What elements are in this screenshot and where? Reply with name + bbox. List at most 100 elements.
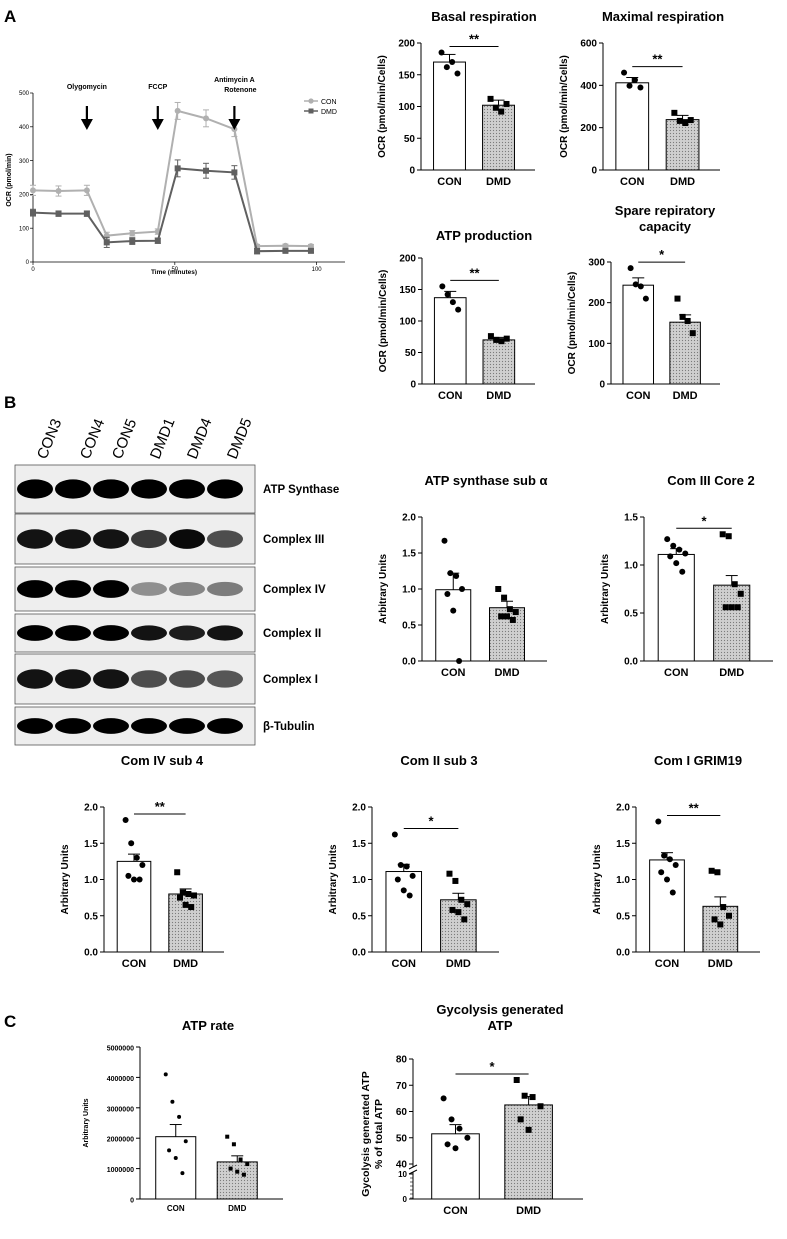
data-point-dmd — [726, 912, 732, 919]
chart-title: Maximal respiration — [602, 9, 724, 24]
ytick-label: 0.5 — [624, 609, 638, 620]
blot-band — [169, 625, 205, 641]
blot-band — [169, 529, 205, 549]
data-point-dmd — [720, 904, 727, 911]
data-point-con — [444, 291, 451, 298]
data-point-dmd — [446, 870, 453, 877]
data-point-con — [438, 49, 445, 56]
blot-band — [169, 670, 205, 688]
significance-label: ** — [469, 32, 480, 47]
data-point-dmd — [503, 335, 510, 342]
blot-row-label: Complex II — [263, 628, 321, 640]
xtick-label-con: CON — [655, 958, 680, 970]
data-point-dmd — [179, 889, 186, 896]
data-point-con — [128, 840, 135, 847]
ytick-label: 100 — [399, 317, 416, 328]
data-point-dmd — [737, 590, 744, 597]
y-axis-label: Arbitrary Units — [600, 554, 611, 624]
data-point-con — [122, 817, 129, 824]
xtick-label-con: CON — [167, 1204, 185, 1213]
blot-band — [55, 718, 91, 734]
ytick-label: 150 — [398, 70, 415, 81]
data-point-dmd — [529, 1094, 536, 1101]
data-point-con — [632, 281, 639, 288]
ytick-label: 0 — [403, 1195, 408, 1204]
xtick-label-dmd: DMD — [516, 1205, 541, 1217]
significance-label: * — [659, 247, 665, 262]
legend-label-dmd: DMD — [321, 109, 337, 116]
data-point-con — [449, 299, 456, 306]
data-point-con — [394, 876, 401, 883]
data-point-dmd — [238, 1157, 243, 1162]
ytick-label: 0 — [130, 1198, 134, 1205]
chart-title: Spare repiratory — [615, 203, 716, 218]
injection-label: Antimycin A — [214, 77, 255, 84]
seahorse-point-dmd — [129, 238, 136, 245]
data-point-dmd — [525, 1126, 532, 1133]
data-point-dmd — [498, 338, 505, 345]
data-point-con — [669, 889, 676, 896]
chart-title: Com I GRIM19 — [654, 753, 742, 768]
bar-chart-com-i-grim19: Com I GRIM19 0.0 0.5 1.0 1.5 2.0 Arbitrary Uni… — [592, 753, 760, 970]
xtick-label-con: CON — [438, 390, 463, 402]
blot-lane-label: CON3 — [34, 416, 65, 461]
data-point-dmd — [241, 1172, 246, 1177]
data-point-con — [456, 1125, 463, 1132]
data-point-con — [133, 854, 140, 861]
ytick-label: 1.5 — [402, 549, 416, 560]
xtick-label-dmd: DMD — [486, 390, 511, 402]
legend-marker-con — [308, 98, 314, 104]
data-point-con — [679, 568, 686, 575]
blot-band — [93, 669, 129, 689]
blot-band — [55, 625, 91, 641]
bar-dmd — [669, 321, 701, 385]
data-point-dmd — [225, 1134, 230, 1139]
data-point-dmd — [711, 916, 718, 923]
chart-title: ATP rate — [182, 1018, 234, 1033]
ytick-label: 300 — [588, 258, 605, 269]
blot-band — [55, 580, 91, 598]
ytick-label: 0.5 — [616, 911, 630, 922]
seahorse-legend: CON DMD — [304, 98, 337, 116]
seahorse-ylabel: OCR (pmol/min) — [6, 153, 13, 206]
seahorse-point-con — [83, 187, 90, 194]
data-point-dmd — [498, 108, 505, 115]
blot-band — [207, 581, 243, 597]
data-point-con — [682, 550, 689, 557]
bar-dmd — [482, 104, 515, 171]
xtick-label-con: CON — [437, 176, 462, 188]
seahorse-ytick-label: 300 — [19, 159, 30, 165]
significance-label: ** — [469, 265, 480, 280]
data-point-con — [403, 863, 410, 870]
seahorse-point-dmd — [30, 209, 36, 216]
data-point-con — [456, 658, 463, 664]
data-point-dmd — [452, 877, 459, 884]
bar-con — [155, 1136, 197, 1200]
data-point-dmd — [506, 606, 513, 613]
data-point-dmd — [512, 609, 519, 616]
data-point-con — [439, 283, 446, 290]
data-point-dmd — [174, 869, 181, 876]
western-blot: CON3 CON4 CON5 DMD1 DMD4 DMD5 ATP Synthase Comp… — [14, 416, 339, 746]
data-point-dmd — [676, 117, 683, 124]
seahorse-xtick-label: 50 — [171, 267, 178, 273]
data-point-con — [448, 1116, 455, 1123]
data-point-con — [464, 1134, 471, 1141]
data-point-con — [177, 1114, 182, 1119]
blot-band — [169, 718, 205, 734]
data-point-con — [139, 862, 146, 868]
bar-chart-com-ii-sub-3: Com II sub 3 0.0 0.5 1.0 1.5 2.0 Arbitrary Uni… — [328, 753, 499, 970]
y-axis-label: Arbitrary Units — [378, 554, 389, 624]
data-point-con — [664, 536, 671, 543]
bar-dmd — [702, 905, 739, 953]
blot-band — [207, 670, 243, 688]
xtick-label-dmd: DMD — [494, 667, 519, 679]
seahorse-xtick-label: 100 — [312, 267, 323, 273]
ytick-label: 2.0 — [352, 803, 366, 814]
legend-label-con: CON — [321, 99, 337, 106]
data-point-dmd — [492, 104, 499, 111]
data-point-con — [459, 586, 465, 592]
seahorse-xtick-label: 0 — [31, 267, 35, 273]
data-point-dmd — [679, 313, 686, 320]
blot-row-label: Complex I — [263, 674, 318, 686]
